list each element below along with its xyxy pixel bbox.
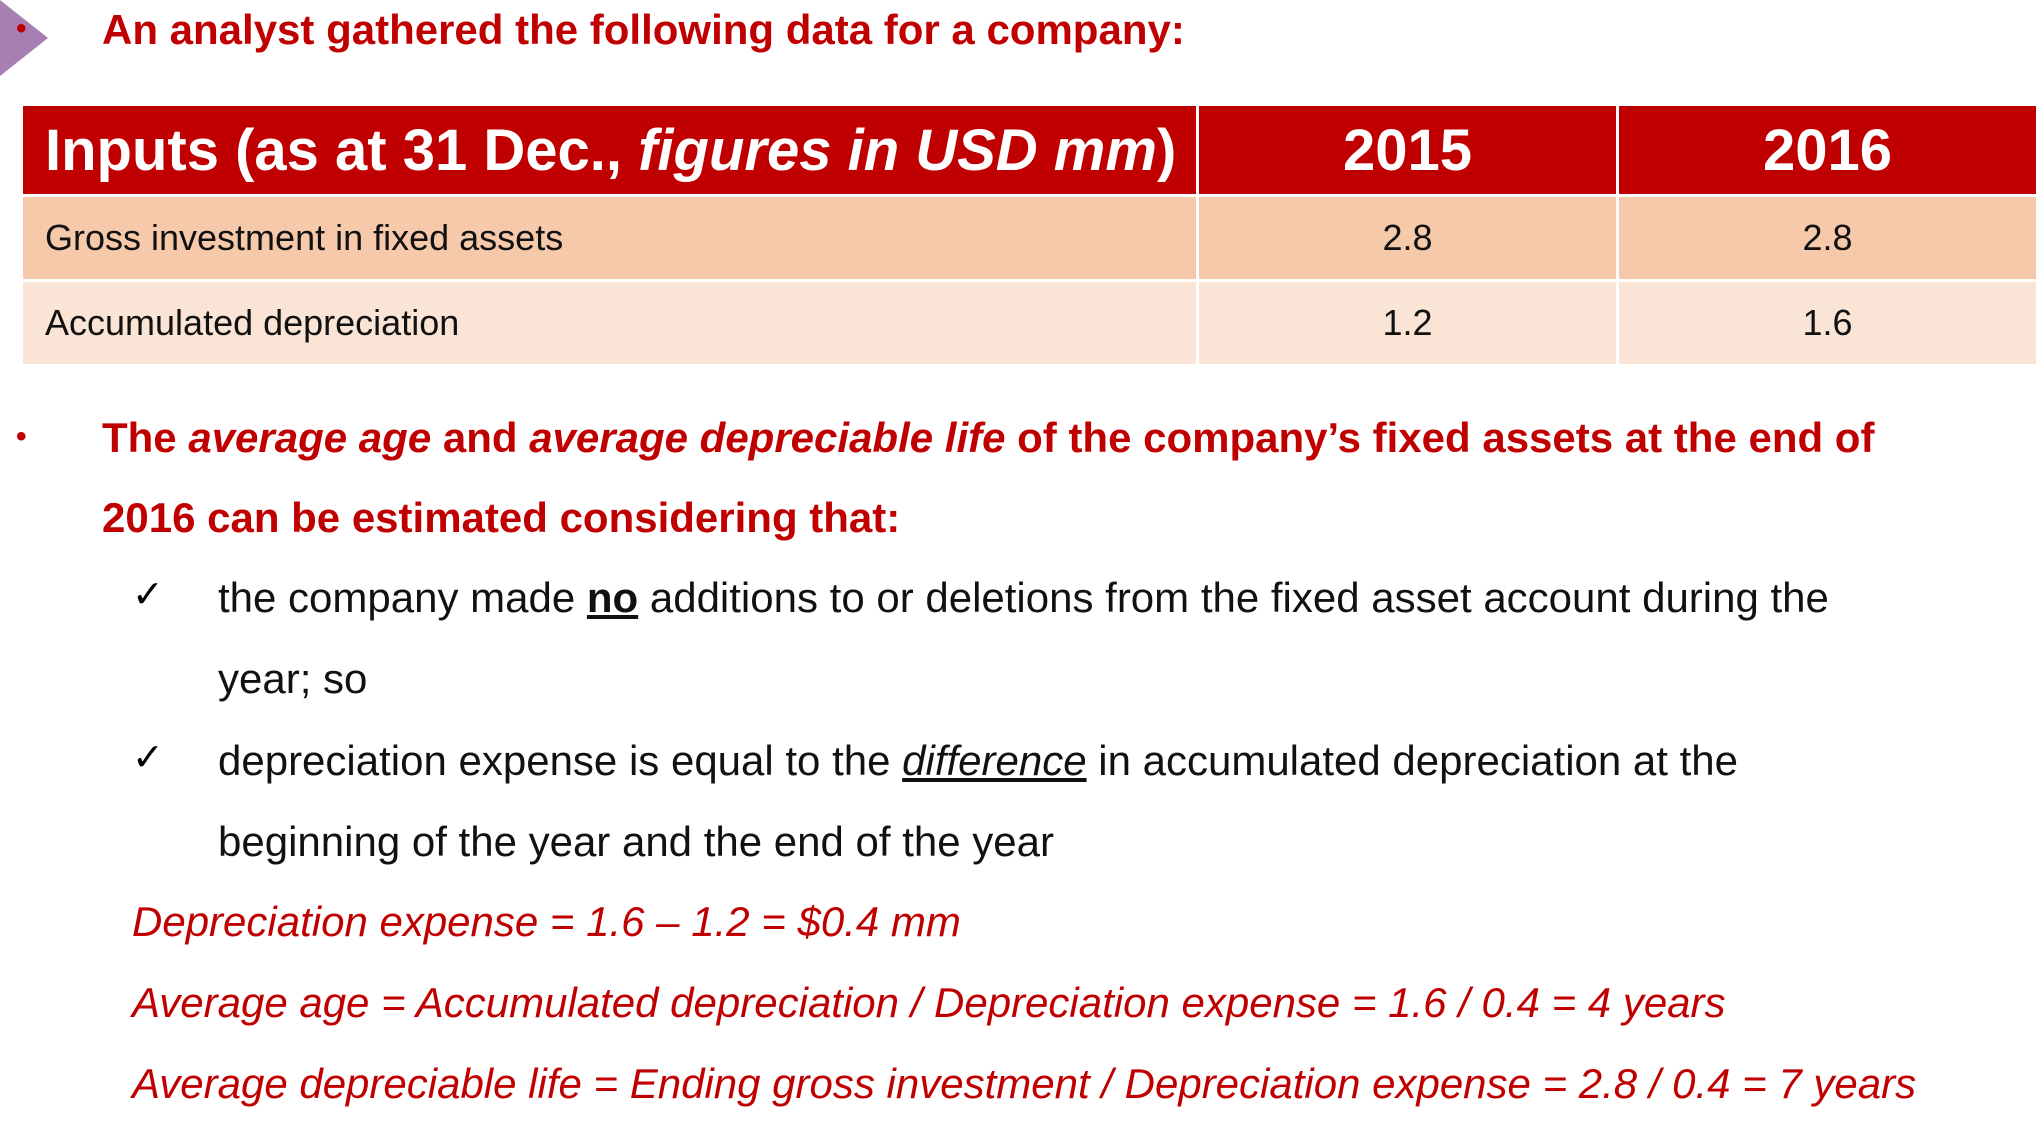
table-header-row: Inputs (as at 31 Dec., figures in USD mm… [20, 103, 2039, 197]
cell-2015: 2.8 [1196, 194, 1619, 282]
assumption-2: depreciation expense is equal to the dif… [218, 737, 1739, 784]
bullet-icon: • [16, 420, 27, 453]
header-inputs-label: Inputs (as at 31 Dec., figures in USD mm… [20, 103, 1199, 197]
bullet-icon: • [16, 12, 27, 45]
table-row: Gross investment in fixed assets 2.8 2.8 [20, 194, 2039, 282]
slide-corner-marker [0, 0, 48, 76]
question-line-2: 2016 can be estimated considering that: [102, 494, 901, 541]
calc-average-age: Average age = Accumulated depreciation /… [132, 979, 1726, 1026]
assumption-1: the company made no additions to or dele… [218, 574, 1829, 621]
question-line-1: The average age and average depreciable … [102, 414, 1875, 461]
assumption-2-line-2: beginning of the year and the end of the… [218, 818, 1054, 865]
cell-2016: 1.6 [1616, 279, 2039, 367]
row-label: Accumulated depreciation [20, 279, 1199, 367]
intro-text: An analyst gathered the following data f… [102, 6, 1185, 53]
checkmark-icon: ✓ [132, 574, 164, 616]
cell-2015: 1.2 [1196, 279, 1619, 367]
header-year-2015: 2015 [1196, 103, 1619, 197]
assumption-1-line-2: year; so [218, 655, 368, 702]
calc-average-depreciable-life: Average depreciable life = Ending gross … [132, 1060, 1917, 1107]
cell-2016: 2.8 [1616, 194, 2039, 282]
table-row: Accumulated depreciation 1.2 1.6 [20, 279, 2039, 367]
checkmark-icon: ✓ [132, 737, 164, 779]
row-label: Gross investment in fixed assets [20, 194, 1199, 282]
header-year-2016: 2016 [1616, 103, 2039, 197]
calc-depreciation-expense: Depreciation expense = 1.6 – 1.2 = $0.4 … [132, 898, 961, 945]
inputs-table: Inputs (as at 31 Dec., figures in USD mm… [20, 103, 2039, 367]
